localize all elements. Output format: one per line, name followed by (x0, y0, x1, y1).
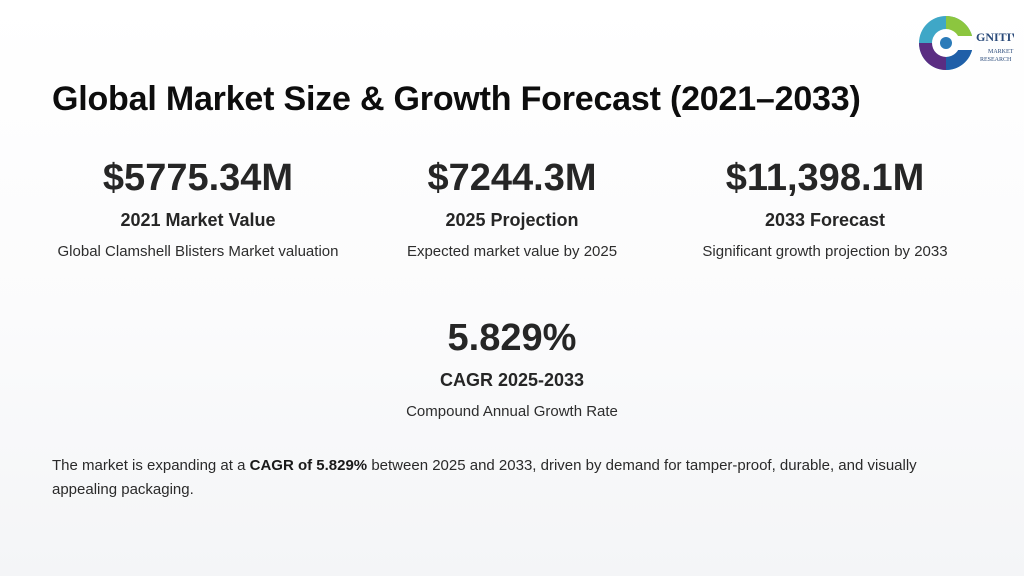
stat-label: CAGR 2025-2033 (439, 370, 585, 390)
stat-value: $11,398.1M (725, 157, 925, 199)
stat-label: 2021 Market Value (120, 210, 276, 230)
logo-brand-text: GNITIVE (976, 30, 1014, 44)
summary-prefix: The market is expanding at a (52, 457, 250, 474)
stat-label: 2025 Projection (445, 210, 579, 230)
stat-cagr: 5.829% CAGR 2025-2033 Compound Annual Gr… (342, 316, 682, 422)
stat-2033-forecast: $11,398.1M 2033 Forecast Significant gro… (655, 156, 995, 262)
stat-2021-market-value: $5775.34M 2021 Market Value Global Clams… (28, 156, 368, 262)
stat-value: $7244.3M (427, 157, 597, 199)
stat-value: $5775.34M (102, 157, 294, 199)
summary-paragraph: The market is expanding at a CAGR of 5.8… (52, 454, 972, 502)
summary-highlight: CAGR of 5.829% (249, 457, 368, 474)
company-logo: GNITIVE MARKET RESEARCH (918, 14, 1014, 72)
stat-description: Global Clamshell Blisters Market valuati… (57, 243, 339, 260)
stat-description: Expected market value by 2025 (406, 243, 618, 260)
stat-2025-projection: $7244.3M 2025 Projection Expected market… (342, 156, 682, 262)
stat-value: 5.829% (447, 317, 577, 359)
stat-description: Significant growth projection by 2033 (702, 243, 948, 260)
logo-subtext-line2: RESEARCH (980, 57, 1012, 63)
stat-label: 2033 Forecast (764, 210, 886, 230)
page-title: Global Market Size & Growth Forecast (20… (52, 80, 861, 118)
stat-description: Compound Annual Growth Rate (406, 403, 618, 420)
logo-subtext-line1: MARKET (988, 49, 1014, 55)
summary-suffix: between 2025 and 2033, driven by demand … (52, 457, 917, 498)
